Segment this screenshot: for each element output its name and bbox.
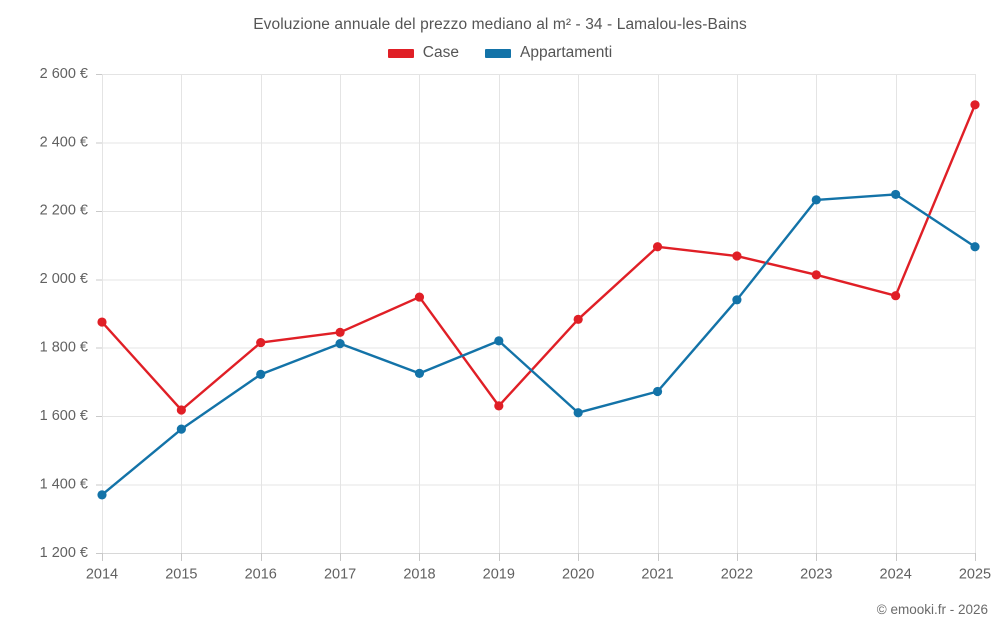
gridlines-group [102, 74, 976, 554]
data-point[interactable] [97, 317, 107, 327]
data-point[interactable] [811, 195, 821, 205]
y-axis-tick-label: 2 200 € [40, 203, 88, 219]
legend-item-appartamenti[interactable]: Appartamenti [484, 44, 613, 62]
x-axis-tick-label: 2022 [721, 567, 753, 583]
data-point[interactable] [176, 424, 186, 434]
data-point[interactable] [652, 386, 663, 397]
series-points-group [97, 100, 980, 500]
y-axis-tick-label: 1 800 € [40, 340, 88, 356]
data-point[interactable] [732, 295, 742, 305]
y-axis-labels-group: 1 200 € 1 400 € 1 600 € 1 800 € 2 000 € 2 200… [40, 66, 88, 561]
data-point[interactable] [176, 405, 186, 415]
series-lines-group [100, 103, 977, 497]
data-point[interactable] [414, 292, 425, 302]
x-axis-tick-label: 2017 [324, 567, 356, 583]
y-axis-tick-label: 2 400 € [40, 134, 88, 150]
y-axis-tick-label: 2 000 € [40, 271, 88, 287]
y-axis-tick-label: 1 400 € [40, 476, 88, 492]
legend-swatch-appartamenti [484, 48, 511, 58]
data-point[interactable] [414, 368, 425, 378]
chart-legend: Case Appartamenti [0, 44, 1000, 62]
data-point[interactable] [811, 270, 821, 280]
data-point[interactable] [891, 291, 901, 301]
data-point[interactable] [97, 490, 107, 500]
x-axis-tick-label: 2025 [959, 567, 991, 583]
x-axis-labels-group: 2014 2015 2016 2017 2018 2019 2020 2021 2022 2023… [86, 567, 991, 583]
data-point[interactable] [970, 242, 980, 252]
x-axis-tick-label: 2018 [403, 567, 435, 583]
data-point[interactable] [494, 336, 504, 346]
data-point[interactable] [494, 401, 504, 411]
data-point[interactable] [335, 327, 345, 337]
y-axis-tick-label: 1 200 € [40, 545, 88, 561]
x-axis-tick-label: 2020 [562, 567, 594, 583]
x-axis-tick-label: 2015 [165, 567, 197, 583]
copyright-credit: © emooki.fr - 2026 [876, 602, 988, 617]
series-line-appartamenti [100, 193, 977, 497]
data-point[interactable] [256, 369, 266, 379]
series-line-case [100, 103, 977, 412]
x-tick-marks-group [102, 553, 976, 561]
x-axis-tick-label: 2021 [641, 567, 673, 583]
legend-label-appartamenti: Appartamenti [519, 44, 613, 61]
x-axis-tick-label: 2019 [483, 567, 515, 583]
legend-swatch-case [387, 48, 414, 58]
data-point[interactable] [652, 242, 663, 252]
chart-title: Evoluzione annuale del prezzo mediano al… [253, 16, 747, 33]
data-point[interactable] [335, 339, 345, 349]
data-point[interactable] [970, 100, 980, 110]
x-axis-tick-label: 2016 [245, 567, 277, 583]
data-point[interactable] [256, 337, 266, 348]
data-point[interactable] [891, 189, 901, 200]
x-axis-tick-label: 2024 [880, 567, 912, 583]
y-axis-tick-label: 1 600 € [40, 408, 88, 424]
y-tick-marks-group [96, 74, 102, 554]
data-point[interactable] [732, 251, 742, 261]
legend-item-case[interactable]: Case [387, 44, 459, 62]
legend-label-case: Case [422, 44, 459, 61]
x-axis-tick-label: 2023 [800, 567, 832, 583]
data-point[interactable] [573, 408, 583, 418]
data-point[interactable] [573, 314, 583, 324]
x-axis-tick-label: 2014 [86, 567, 118, 583]
y-axis-tick-label: 2 600 € [40, 66, 88, 82]
